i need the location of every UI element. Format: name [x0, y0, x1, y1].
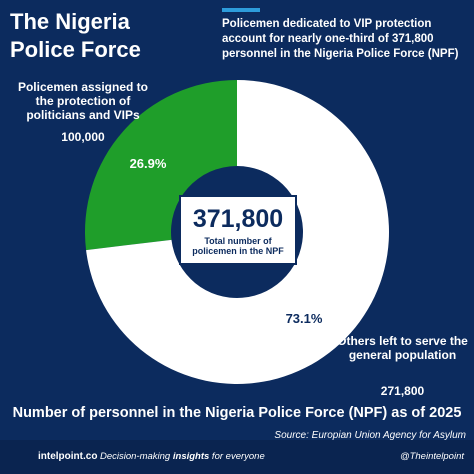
accent-bar [222, 8, 260, 12]
percentage-label: 26.9% [129, 156, 167, 171]
tagline: Decision-making insights for everyone [100, 451, 265, 462]
handle: @Theintelpoint [399, 451, 464, 462]
total-caption: Total number of policemen in the NPF [192, 236, 284, 256]
site: intelpoint.co [38, 451, 98, 462]
title: The Nigeria Police Force [10, 9, 141, 62]
subtitle: Policemen dedicated to VIP protection ac… [222, 18, 459, 60]
chart-title: Number of personnel in the Nigeria Polic… [12, 405, 462, 421]
percentage-label: 73.1% [285, 311, 323, 326]
tagline-text: for everyone [209, 451, 265, 462]
footer-bar [0, 440, 474, 474]
pie-slice [84, 80, 237, 251]
total-value: 371,800 [192, 205, 284, 233]
legend-label: Policemen assigned to the protection of … [17, 80, 149, 122]
legend-label: Others left to serve the general populat… [337, 334, 468, 362]
value-label: 100,000 [61, 130, 105, 144]
pie-slice [86, 80, 389, 385]
source: Source: Europian Union Agency for Asylum [274, 430, 466, 441]
tagline-emphasis: insights [172, 451, 210, 462]
value-label: 271,800 [380, 384, 425, 398]
center-box [179, 195, 297, 265]
tagline-text: Decision-making [100, 451, 173, 462]
